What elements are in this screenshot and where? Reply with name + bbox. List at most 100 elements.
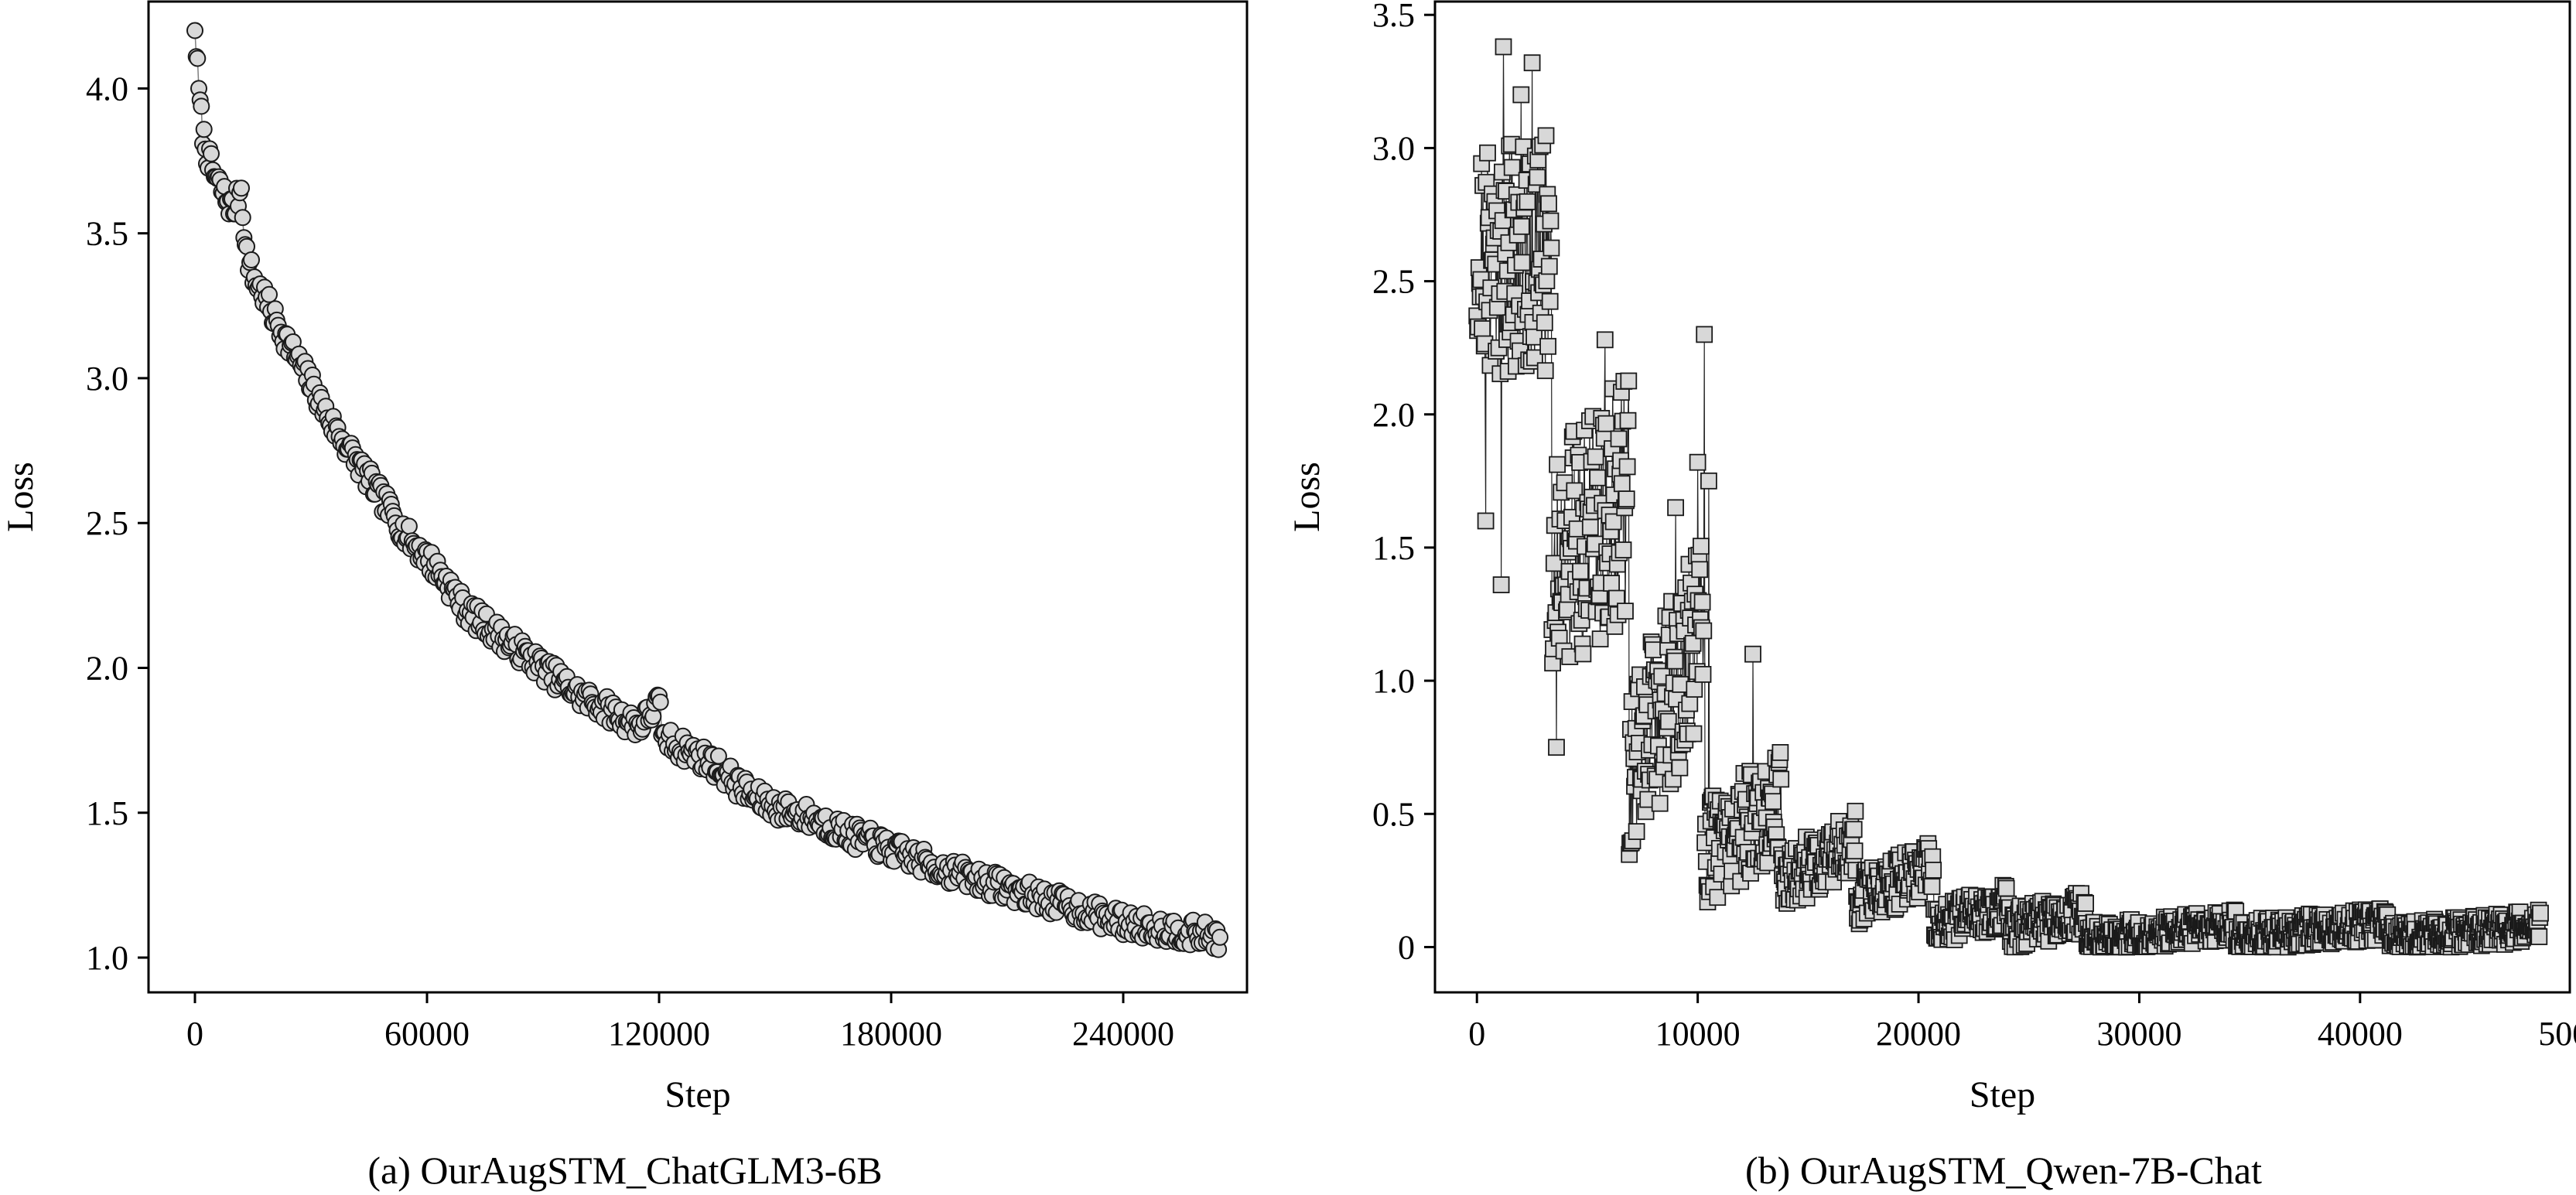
data-point	[1581, 518, 1599, 536]
data-point	[1542, 212, 1560, 230]
data-point	[1479, 144, 1496, 162]
x-tick-label: 0	[1468, 1015, 1485, 1053]
y-tick-label: 0	[1398, 928, 1415, 966]
data-point	[1492, 576, 1510, 593]
data-point	[233, 179, 250, 197]
x-tick-label: 10000	[1655, 1015, 1741, 1053]
data-point	[1474, 320, 1491, 337]
data-point	[1684, 634, 1702, 652]
data-point	[1543, 239, 1560, 257]
data-point	[1613, 475, 1631, 493]
data-point	[1549, 456, 1566, 473]
data-point	[1538, 272, 1556, 289]
y-axis-label: Loss	[1286, 462, 1327, 532]
y-tick-label: 2.0	[86, 649, 128, 687]
data-point	[1539, 337, 1556, 355]
data-point	[186, 22, 203, 39]
y-axis-label: Loss	[0, 462, 41, 532]
data-point	[2532, 904, 2549, 922]
data-point	[1692, 538, 1710, 555]
y-tick-label: 4.0	[86, 70, 128, 108]
data-point	[1925, 862, 1942, 879]
data-point	[1545, 555, 1563, 572]
data-point	[1619, 411, 1637, 429]
data-point	[1618, 490, 1635, 507]
y-tick-label: 0.5	[1372, 795, 1415, 833]
data-point	[1686, 681, 1703, 698]
data-point	[1771, 744, 1789, 761]
data-point	[1541, 292, 1559, 310]
data-point	[1696, 326, 1713, 343]
chart-caption: (b) OurAugSTM_Qwen-7B-Chat	[1745, 1149, 2262, 1192]
chart-caption: (a) OurAugSTM_ChatGLM3-6B	[367, 1149, 882, 1192]
data-point	[1587, 448, 1604, 466]
data-point	[2530, 928, 2548, 945]
y-tick-label: 3.0	[86, 360, 128, 398]
data-point	[1540, 195, 1557, 213]
data-point	[1685, 725, 1703, 743]
data-point	[1667, 499, 1685, 517]
data-point	[1589, 469, 1607, 487]
x-tick-label: 0	[186, 1015, 203, 1053]
data-point	[1847, 802, 1864, 820]
data-point	[1681, 695, 1699, 712]
x-tick-label: 40000	[2318, 1015, 2403, 1053]
x-tick-label: 120000	[608, 1015, 710, 1053]
data-point	[1548, 739, 1565, 756]
data-point	[1765, 793, 1782, 811]
data-point	[2077, 895, 2095, 912]
data-point	[1596, 331, 1614, 349]
y-tick-label: 1.5	[86, 794, 128, 832]
series-markers	[186, 22, 1228, 958]
data-point	[1689, 453, 1707, 471]
data-point	[1620, 372, 1638, 390]
data-point	[400, 517, 418, 535]
data-point	[1672, 676, 1689, 693]
data-point	[1759, 854, 1777, 872]
data-point	[1691, 561, 1709, 579]
data-point	[651, 693, 669, 711]
data-point	[261, 285, 278, 303]
data-point	[1536, 362, 1554, 380]
x-tick-label: 30000	[2096, 1015, 2181, 1053]
chart-a-loss-chatglm3: 0 60000 120000 180000 240000 1.0 1.5 2.0 2.5 3.0 3…	[0, 0, 1249, 1192]
data-point	[1997, 879, 2015, 897]
y-tick-label: 1.0	[1372, 662, 1415, 700]
data-point	[1645, 641, 1662, 659]
data-point	[1572, 562, 1589, 580]
data-point	[1607, 589, 1625, 607]
x-tick-label: 20000	[1876, 1015, 1961, 1053]
plot-frame	[1433, 0, 2571, 994]
data-point	[1519, 193, 1536, 210]
data-point	[193, 97, 210, 115]
data-point	[1603, 575, 1621, 592]
data-point	[1709, 889, 1727, 906]
y-tick-label: 1.0	[86, 939, 128, 977]
y-tick-label: 1.5	[1372, 529, 1415, 567]
data-point	[1495, 38, 1512, 56]
data-point	[1574, 645, 1592, 663]
data-point	[1523, 54, 1541, 72]
data-point	[234, 209, 251, 227]
series-markers	[1468, 38, 2549, 956]
data-point	[195, 121, 213, 138]
data-point	[1604, 513, 1622, 531]
data-point	[1591, 630, 1609, 647]
data-point	[1695, 622, 1713, 640]
data-point	[1694, 666, 1712, 683]
data-point	[1536, 314, 1553, 332]
x-tick-label: 50000	[2538, 1015, 2576, 1053]
data-point	[1772, 770, 1790, 788]
data-point	[1540, 258, 1558, 275]
data-point	[1923, 878, 1941, 896]
series-line	[1476, 46, 2541, 949]
y-tick-label: 3.5	[1372, 0, 1415, 34]
data-point	[1651, 794, 1669, 812]
data-point	[1744, 645, 1761, 663]
data-point	[1529, 169, 1546, 186]
plot-frame	[147, 0, 1249, 994]
data-point	[1512, 217, 1530, 235]
data-point	[1559, 601, 1576, 619]
x-tick-label: 240000	[1072, 1015, 1174, 1053]
